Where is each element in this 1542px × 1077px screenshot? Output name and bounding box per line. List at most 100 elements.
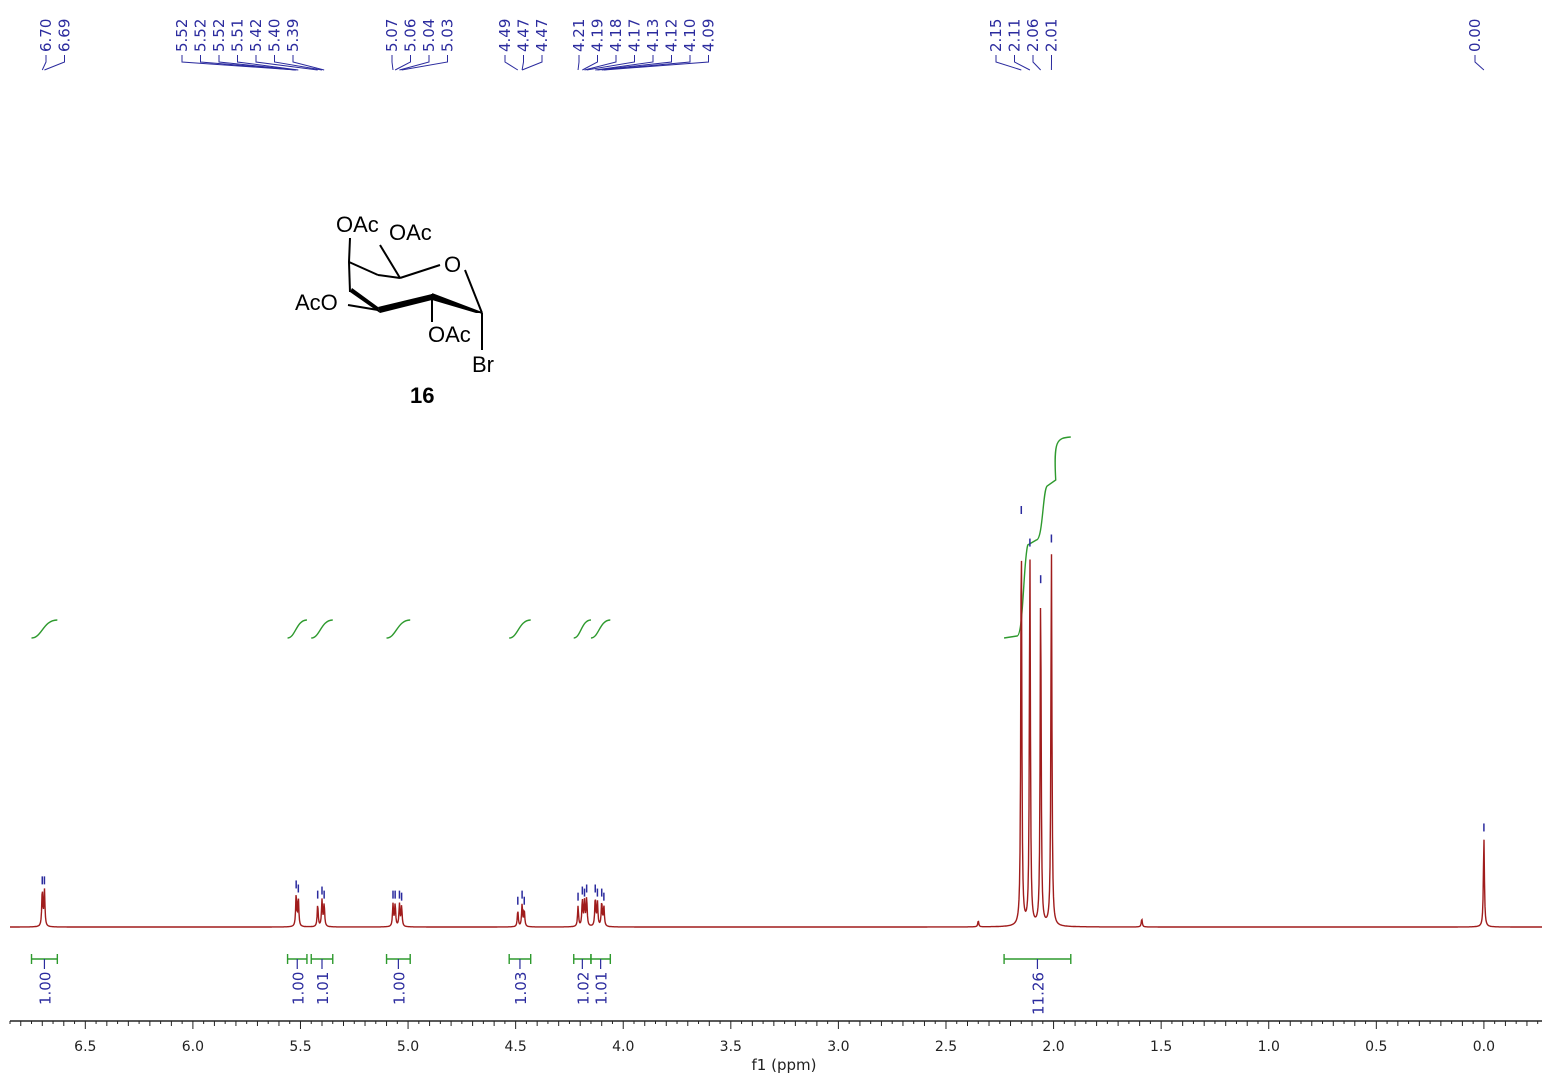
peak-label-connector: [1014, 55, 1031, 71]
integral-value: 1.00: [36, 972, 54, 1005]
integral-brackets: 1.00 1.00 1.01 1.00 1.03 1.02 1.01 11.26: [30, 954, 1072, 1015]
peak-label: 5.07: [383, 19, 401, 52]
peak-label-connector: [237, 55, 299, 71]
peak-label-connector: [504, 55, 519, 71]
peak-label: 2.01: [1043, 19, 1061, 52]
peak-label: 4.49: [496, 19, 514, 52]
x-tick-label: 2.5: [935, 1039, 957, 1055]
peak-label: 5.51: [229, 19, 247, 52]
x-tick-label: 5.0: [397, 1039, 419, 1055]
peak-label: 4.19: [589, 19, 607, 52]
peak-label-connector: [595, 55, 654, 71]
peak-label: 4.10: [681, 19, 699, 52]
integral-value: 1.03: [512, 972, 530, 1005]
peak-label-connector: [218, 55, 297, 71]
x-axis-title: f1 (ppm): [752, 1056, 817, 1074]
peak-label: 2.06: [1024, 19, 1042, 52]
peak-label-connector: [995, 55, 1022, 71]
peak-label-connector: [577, 55, 580, 71]
peak-label-connector: [601, 55, 691, 71]
integral-value: 11.26: [1029, 972, 1047, 1015]
integral-curves: [31, 436, 1071, 639]
peak-label-connector: [255, 55, 318, 71]
integral-curve: [287, 619, 308, 639]
peak-label-connector: [521, 55, 543, 71]
x-tick-label: 4.0: [612, 1039, 634, 1055]
peak-label-connector: [597, 55, 672, 71]
x-tick-label: 6.5: [74, 1039, 96, 1055]
peak-label: 2.15: [987, 19, 1005, 52]
peak-label: 4.12: [663, 19, 681, 52]
peak-label-connector: [274, 55, 323, 71]
peak-label-connector: [584, 55, 617, 71]
peak-label: 5.52: [192, 19, 210, 52]
peak-markers: [41, 506, 1485, 905]
peak-label: 4.47: [533, 19, 551, 52]
structure-label-oac-c2: OAc: [428, 322, 471, 347]
peak-label: 5.03: [439, 19, 457, 52]
peak-label-connector: [394, 55, 411, 71]
peak-label: 6.70: [37, 19, 55, 52]
x-tick-label: 5.5: [289, 1039, 311, 1055]
x-tick-label: 3.5: [720, 1039, 742, 1055]
x-tick-label: 6.0: [182, 1039, 204, 1055]
integral-value: 1.01: [593, 972, 611, 1005]
peak-label: 5.06: [402, 19, 420, 52]
peak-label-connector: [181, 55, 297, 71]
peak-label-connector: [41, 55, 47, 71]
spectrum-line: [10, 554, 1542, 928]
x-tick-label: 2.0: [1042, 1039, 1064, 1055]
peak-label: 5.52: [210, 19, 228, 52]
peak-label-connector: [582, 55, 598, 71]
peak-label-connector: [399, 55, 430, 71]
integral-value: 1.00: [289, 972, 307, 1005]
structure-label-oac-top: OAc: [336, 212, 379, 237]
peak-label-connector: [603, 55, 709, 71]
x-axis: 6.5 6.0 5.5 5.0 4.5 4.0 3.5 3.0 2.5 2.0 1.5 1.0 0.5 0…: [9, 1020, 1542, 1055]
peak-label: 6.69: [56, 19, 74, 52]
peak-label-connector: [1474, 55, 1485, 71]
peak-label: 5.42: [247, 19, 265, 52]
peak-label-connector: [1032, 55, 1042, 71]
x-tick-label: 1.5: [1150, 1039, 1172, 1055]
peak-label: 4.21: [570, 19, 588, 52]
peak-label-connector: [521, 55, 524, 71]
integral-curve: [1003, 436, 1071, 639]
peak-label: 5.40: [266, 19, 284, 52]
structure-label-aco: AcO: [295, 290, 338, 315]
structure-label-oac-ch2: OAc: [389, 220, 432, 245]
peak-label-connector: [44, 55, 65, 71]
peak-label: 4.18: [607, 19, 625, 52]
peak-label-connector: [200, 55, 297, 71]
compound-number: 16: [410, 383, 434, 408]
peak-label: 2.11: [1006, 19, 1024, 52]
peak-label-group: 6.70 6.69 5.52 5.52 5.52 5.51 5.42 5.40 5.39 5.07…: [37, 19, 1484, 52]
x-tick-label: 0.5: [1365, 1039, 1387, 1055]
peak-label-connector: [586, 55, 635, 71]
structure-label-ring-oxygen: O: [444, 252, 461, 277]
x-tick-label: 4.5: [505, 1039, 527, 1055]
spectrum-trace: [10, 554, 1542, 928]
integral-curve: [386, 619, 411, 639]
x-tick-label: 1.0: [1258, 1039, 1280, 1055]
integral-curve: [311, 619, 333, 639]
integral-value: 1.00: [390, 972, 408, 1005]
integral-value: 1.01: [314, 972, 332, 1005]
peak-label-connector: [292, 55, 325, 71]
peak-label: 4.47: [515, 19, 533, 52]
integral-curve: [31, 619, 58, 639]
integral-curve: [509, 619, 531, 639]
peak-label-connectors: [41, 55, 1485, 71]
peak-label-connector: [391, 55, 394, 71]
peak-label: 5.04: [420, 19, 438, 52]
peak-label: 4.13: [644, 19, 662, 52]
integral-curve: [573, 619, 592, 639]
peak-label: 4.09: [700, 19, 718, 52]
peak-label: 5.39: [284, 19, 302, 52]
peak-label: 0.00: [1466, 19, 1484, 52]
integral-curve: [590, 619, 611, 639]
chemical-structure: OAc OAc AcO OAc O Br 16: [295, 212, 494, 408]
peak-label: 4.17: [626, 19, 644, 52]
integral-value: 1.02: [574, 972, 592, 1005]
peak-label: 5.52: [173, 19, 191, 52]
